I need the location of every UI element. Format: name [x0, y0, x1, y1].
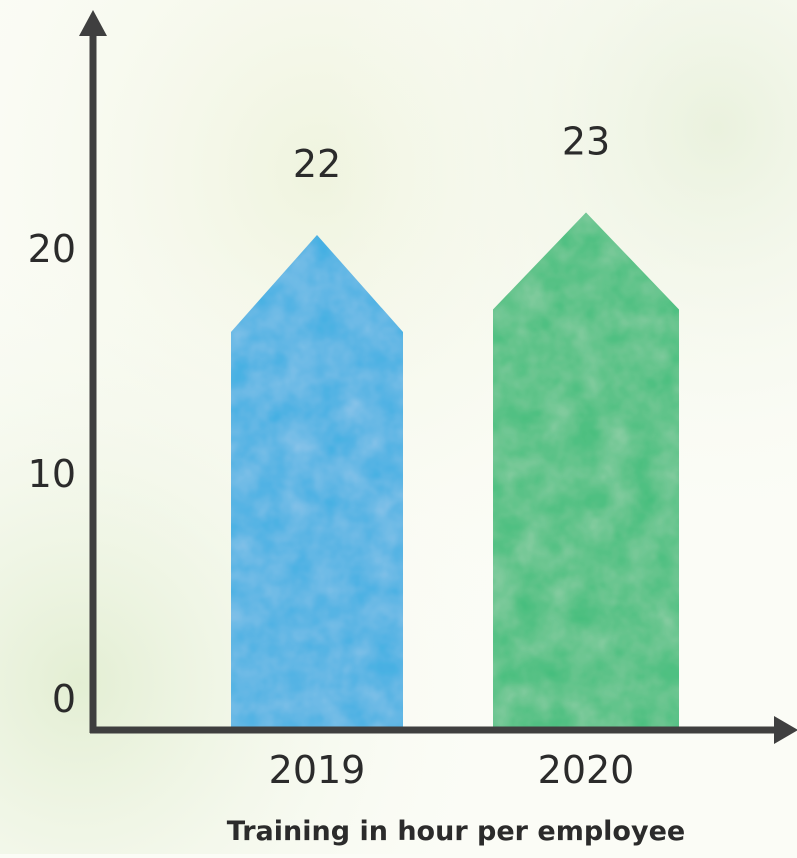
bar-2019	[231, 235, 403, 730]
x-axis-title: Training in hour per employee	[227, 816, 685, 847]
data-label-2020: 23	[562, 120, 610, 164]
x-tick-label-2020: 2020	[538, 748, 635, 792]
bar-2020	[493, 213, 679, 731]
y-tick-label-10: 10	[28, 452, 76, 496]
data-label-2019: 22	[293, 142, 341, 186]
x-tick-label-2019: 2019	[269, 748, 366, 792]
y-tick-label-20: 20	[28, 227, 76, 271]
y-tick-label-0: 0	[52, 677, 76, 721]
